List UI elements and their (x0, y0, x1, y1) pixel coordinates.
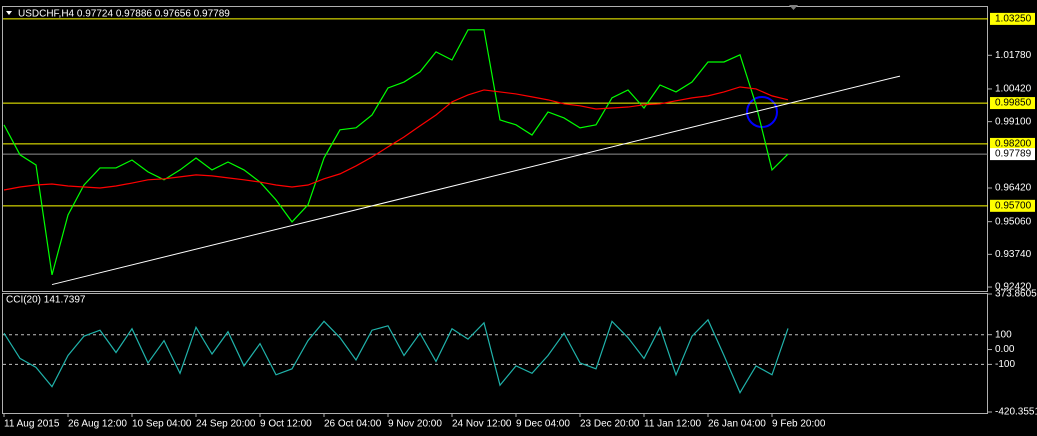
bid-label: 0.97789 (995, 149, 1032, 160)
x-tick-label: 24 Nov 12:00 (452, 419, 512, 430)
level-label-box (990, 137, 1035, 150)
level-label: 0.98200 (995, 139, 1032, 150)
bid-label-box (990, 148, 1035, 161)
menu-triangle (6, 11, 12, 15)
x-tick-label: 24 Sep 20:00 (196, 419, 256, 430)
y-tick-label: 0.99100 (995, 116, 1032, 127)
x-tick-label: 11 Jan 12:00 (644, 419, 702, 430)
x-tick-label: 9 Dec 04:00 (516, 419, 570, 430)
y-tick-label: 100 (995, 329, 1012, 340)
price-pane-frame (2, 6, 988, 292)
pane-title: CCI(20) 141.7397 (6, 295, 86, 306)
level-label: 0.99850 (995, 98, 1032, 109)
series-line (3, 29, 789, 276)
level-label: 1.03250 (995, 14, 1032, 25)
trendline (51, 75, 901, 286)
x-tick-label: 9 Feb 20:00 (772, 419, 826, 430)
level-label: 0.95700 (995, 200, 1032, 211)
y-tick-label: 0.95060 (995, 216, 1032, 227)
x-tick-label: 11 Aug 2015 (4, 419, 60, 430)
y-tick-label: 1.00420 (995, 84, 1032, 95)
level-label-box (990, 97, 1035, 110)
x-tick-label: 10 Sep 04:00 (132, 419, 192, 430)
y-tick-label: 373.8605 (995, 289, 1037, 300)
x-tick-label: 23 Dec 20:00 (580, 419, 640, 430)
y-tick-label: 0.92420 (995, 282, 1032, 293)
level-label-box (990, 12, 1035, 25)
y-tick-label: 0.96420 (995, 183, 1032, 194)
x-tick-label: 9 Oct 12:00 (260, 419, 312, 430)
y-tick-label: -100 (995, 359, 1015, 370)
series-line (3, 86, 789, 191)
x-tick-label: 9 Nov 20:00 (388, 419, 442, 430)
shift-marker (789, 5, 798, 10)
x-tick-label: 26 Oct 04:00 (324, 419, 382, 430)
y-tick-label: 0.00 (995, 344, 1015, 355)
pane-title: USDCHF,H4 0.97724 0.97886 0.97656 0.9778… (18, 9, 230, 20)
y-tick-label: 0.93740 (995, 249, 1032, 260)
level-label-box (990, 199, 1035, 212)
x-tick-label: 26 Aug 12:00 (68, 419, 127, 430)
series-line (3, 318, 789, 394)
y-tick-label: 1.01780 (995, 50, 1032, 61)
y-tick-label: -420.3551 (995, 407, 1037, 418)
x-tick-label: 26 Jan 04:00 (708, 419, 766, 430)
cci-pane-frame (2, 293, 988, 414)
